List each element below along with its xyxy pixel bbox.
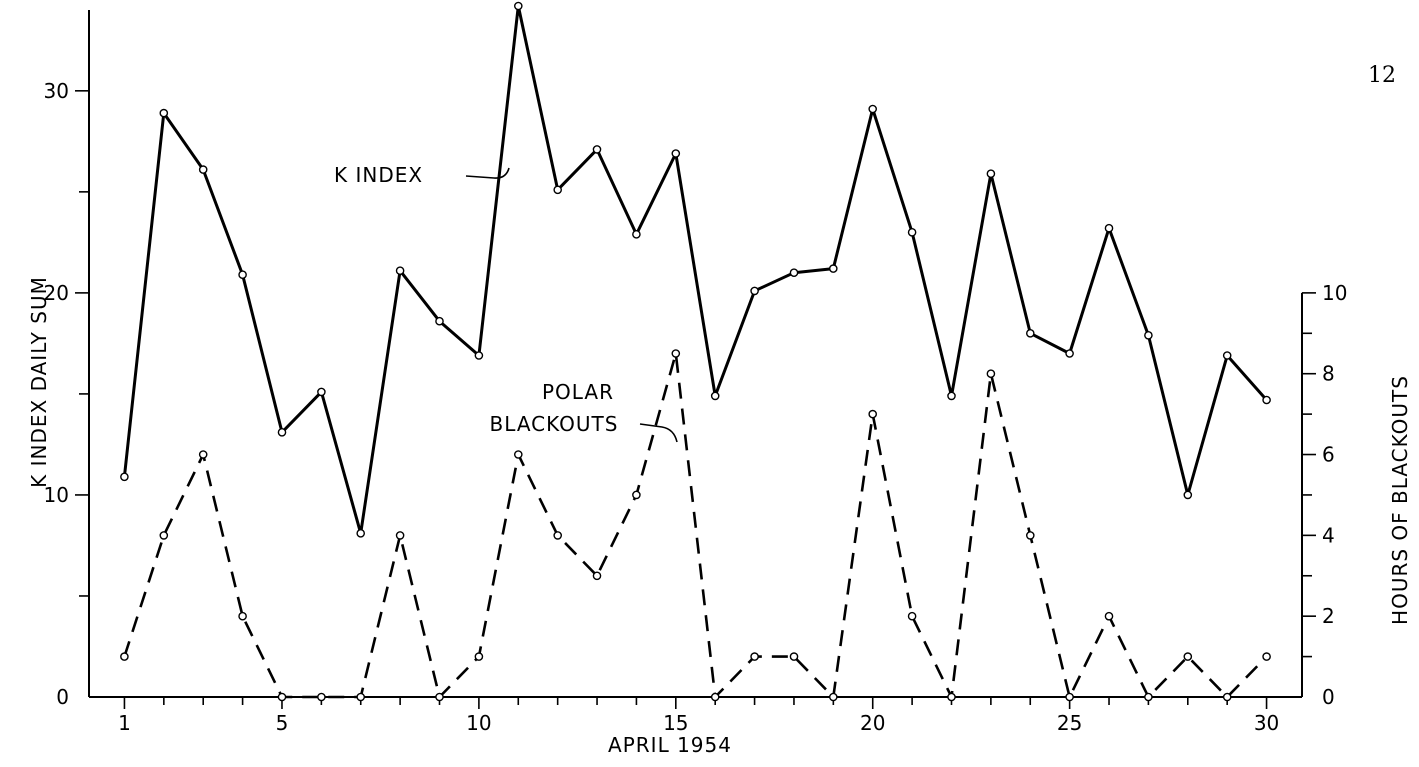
blackouts-point [592,571,602,581]
blackouts-point [947,692,956,702]
y-left-tick-label: 20 [44,281,69,305]
k-index-point [553,185,563,195]
blackouts-point [1065,692,1074,702]
blackouts-point [671,349,681,358]
k-index-point [514,1,523,11]
blackouts-point [474,652,484,661]
k-index-point [947,391,956,401]
y-right-tick-label: 6 [1322,443,1335,467]
blackouts-point [1026,531,1035,540]
k-index-line [122,4,1268,535]
blackouts-point [317,692,326,702]
k-index-point [1183,490,1193,500]
blackouts-point [198,450,208,459]
y-right-tick-label: 10 [1322,281,1347,305]
k-index-point [671,149,681,158]
blackouts-point [907,611,917,621]
k-index-point [1026,328,1035,338]
y-left-tick-label: 10 [44,483,69,507]
k-index-point [829,264,838,273]
blackouts-point [553,531,563,540]
k-index-point [907,227,917,237]
blackouts-point [1262,652,1271,661]
x-tick-label: 30 [1254,711,1279,735]
k-index-point [435,316,444,326]
series-label-blackouts-line1: POLAR [542,380,614,404]
x-axis-title: APRIL 1954 [608,733,732,757]
y-left-tick-label: 30 [44,79,69,103]
page-number: 12 [1368,63,1396,88]
y-axis-title-right: HOURS OF BLACKOUTS [1388,375,1412,625]
x-tick-label: 15 [663,711,688,735]
series-label-k-index: K INDEX [334,163,423,187]
k-index-point [868,104,878,114]
blackouts-point [750,652,759,661]
k-index-point [1144,330,1153,340]
y-right-tick-label: 8 [1322,362,1335,386]
k-index-point [710,391,720,401]
blackouts-point [277,692,287,702]
blackouts-point [1222,692,1232,702]
k-index-point [1222,351,1232,360]
blackouts-point [632,490,641,500]
blackouts-point [395,531,405,540]
blackouts-point [435,692,444,702]
x-tick-label: 25 [1057,711,1082,735]
y-right-tick-label: 2 [1322,604,1335,628]
x-tick-label: 5 [276,711,289,735]
x-tick-label: 1 [118,711,131,735]
k-index-point [277,427,287,437]
blackouts-point [829,692,838,702]
k-index-point [356,529,366,538]
blackouts-point [1144,692,1153,702]
blackouts-point [1183,652,1193,661]
k-index-point [120,472,129,482]
series-k-index [120,1,1271,538]
k-index-point [750,286,759,296]
y-right-tick-label: 4 [1322,523,1335,547]
blackouts-point [356,692,366,702]
k-index-point [1065,349,1074,358]
blackouts-point [986,369,996,379]
leader-line-k-index [465,167,510,179]
blackouts-point [868,409,878,419]
k-index-point [592,145,602,154]
blackouts-point [789,652,799,661]
k-index-point [986,169,996,178]
k-index-point [1262,395,1271,405]
blackouts-point [238,611,247,621]
blackouts-point [1104,611,1114,621]
blackouts-point [159,531,169,540]
k-index-point [238,270,247,280]
leader-line-blackouts [639,423,678,443]
k-index-point [198,165,208,174]
k-index-point [395,266,405,276]
blackouts-point [514,450,523,459]
k-index-point [317,387,326,397]
k-index-point [474,351,484,360]
blackouts-point [120,652,129,661]
x-tick-label: 10 [466,711,491,735]
y-left-tick-label: 0 [56,685,69,709]
y-right-tick-label: 0 [1322,685,1335,709]
series-label-blackouts-line2: BLACKOUTS [490,412,619,436]
k-index-point [1104,223,1114,233]
y-axis-title-left: K INDEX DAILY SUM [27,276,51,488]
k-index-point [632,229,641,239]
blackouts-line [123,352,1268,699]
x-tick-label: 20 [860,711,885,735]
blackouts-point [710,692,720,702]
k-index-point [789,268,799,278]
k-index-point [159,108,169,118]
series-polar-blackouts [120,349,1271,702]
